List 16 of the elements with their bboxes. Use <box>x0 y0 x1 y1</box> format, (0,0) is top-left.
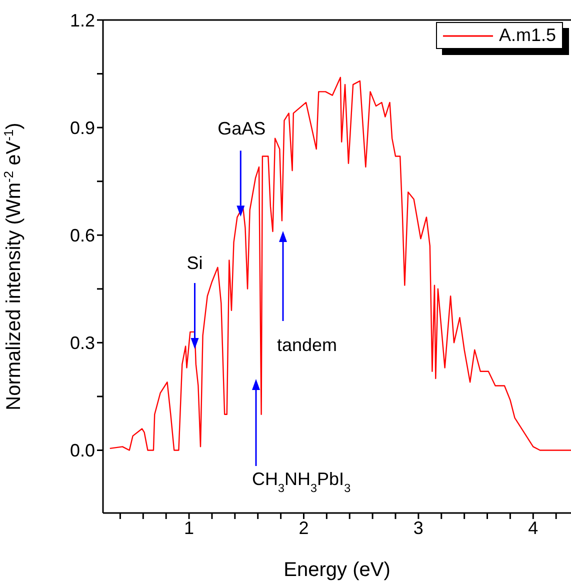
y-tick-label: 0.0 <box>70 440 95 461</box>
annotation: tandem <box>277 335 338 355</box>
y-tick-label: 0.6 <box>70 226 95 246</box>
x-tick-label: 2 <box>298 518 309 538</box>
annotation: CH$_{3}$NH$_{3}$PbI$_{3}$ <box>252 469 351 494</box>
x-tick-label: 1 <box>184 518 194 538</box>
y-tick-label: 0.9 <box>70 118 95 138</box>
annotation: GaAS <box>218 118 266 139</box>
x-tick-label: 3 <box>413 518 424 538</box>
annotation: Si <box>186 253 203 274</box>
legend-label: A.m1.5 <box>498 25 556 46</box>
line-series <box>109 76 571 451</box>
y-tick-label: 1.2 <box>70 10 95 30</box>
x-tick-label: 4 <box>528 518 538 538</box>
y-tick-label: 0.3 <box>70 333 95 354</box>
x-axis-title: Energy (eV) <box>284 559 390 581</box>
